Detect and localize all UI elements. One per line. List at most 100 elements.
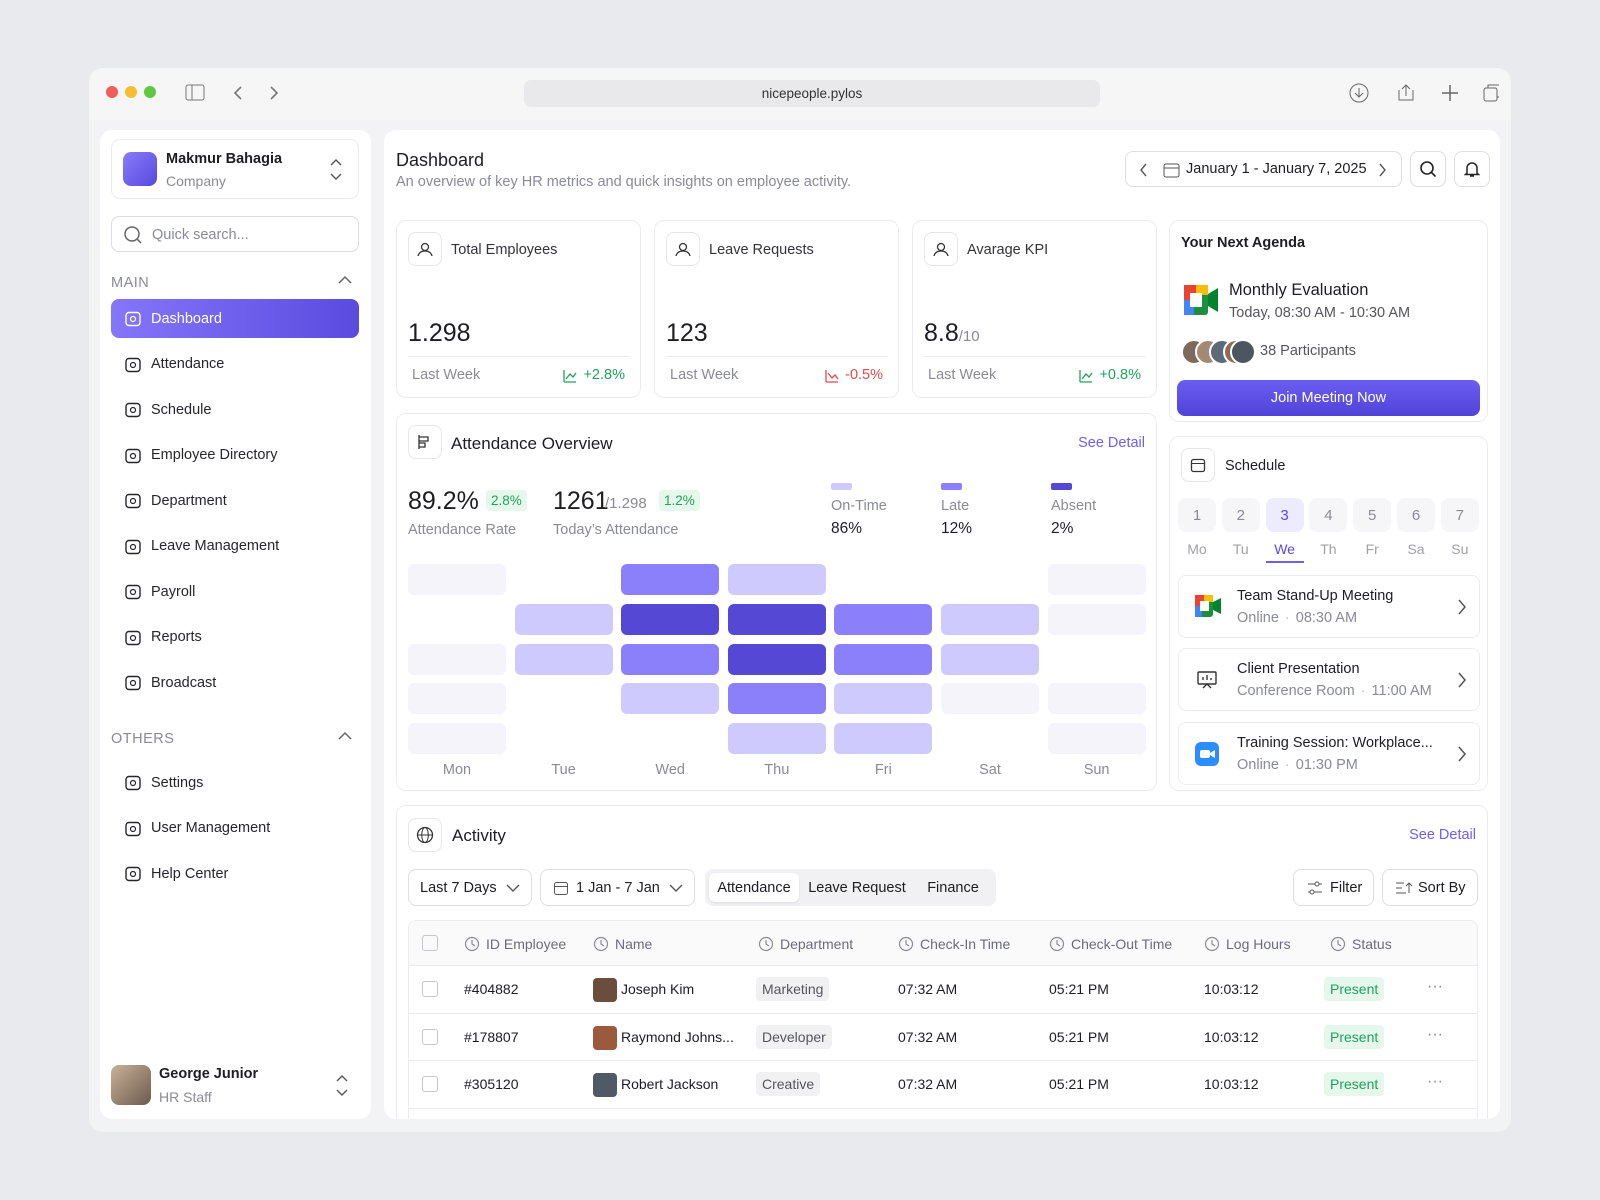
nav-item[interactable]: User Management <box>111 809 359 848</box>
card-title: Your Next Agenda <box>1181 235 1306 251</box>
event-title: Monthly Evaluation <box>1229 281 1369 299</box>
tab[interactable]: Attendance <box>709 873 799 902</box>
heatmap-cell <box>1048 644 1146 675</box>
window-controls <box>106 86 156 98</box>
employee-avatar <box>593 1025 617 1050</box>
employee-avatar <box>593 978 617 1002</box>
nav-item[interactable]: Settings <box>111 763 359 802</box>
metric-total: /1.298 <box>605 495 647 512</box>
nav-item[interactable]: Schedule <box>111 390 359 429</box>
day-label: Thu <box>764 762 790 778</box>
separator: · <box>1284 756 1290 773</box>
date-pill[interactable]: 2 <box>1221 498 1260 532</box>
date-pill[interactable]: 7 <box>1440 498 1479 532</box>
stat-period: Last Week <box>928 367 997 383</box>
search-button[interactable] <box>1410 151 1446 187</box>
filter-button[interactable]: Filter <box>1293 869 1374 906</box>
checkbox[interactable] <box>422 935 438 951</box>
table-row[interactable]: #178807 Raymond Johns... Developer 07:32 AM… <box>409 1014 1477 1061</box>
date-pill[interactable]: 1 <box>1178 498 1216 532</box>
row-menu[interactable]: ··· <box>1427 1073 1443 1090</box>
date-dropdown[interactable]: 1 Jan - 7 Jan <box>540 869 695 906</box>
browser-toolbar: nicepeople.pylos <box>89 68 1511 120</box>
date-range-picker[interactable]: January 1 - January 7, 2025 <box>1125 151 1402 187</box>
nav-label: Department <box>151 492 227 509</box>
nav-item[interactable]: Department <box>111 481 359 520</box>
heatmap-cell <box>408 564 506 595</box>
stat-value-row: 8.8/10 <box>924 319 980 348</box>
event-item[interactable]: Training Session: Workplace... Online · 01:… <box>1178 721 1480 785</box>
column-header: Status <box>1330 936 1392 952</box>
event-item[interactable]: Team Stand-Up Meeting Online · 08:30 AM <box>1178 575 1480 638</box>
stat-change: +2.8% <box>563 367 625 383</box>
url-bar[interactable]: nicepeople.pylos <box>524 80 1100 107</box>
date-pill[interactable]: 5 <box>1353 498 1392 532</box>
row-menu[interactable]: ··· <box>1427 978 1443 995</box>
date-pill[interactable]: 3 <box>1265 498 1304 532</box>
browser-actions[interactable] <box>1349 82 1499 106</box>
chevron <box>1457 745 1467 768</box>
nav-item[interactable]: Broadcast <box>111 663 359 702</box>
table-header: ID Employee Name Department Check-In Time Ch… <box>409 921 1477 966</box>
status-tag: Present <box>1324 1072 1385 1096</box>
nav-label: Help Center <box>151 865 229 882</box>
collapse-icon[interactable] <box>338 731 352 741</box>
nav-item[interactable]: Leave Management <box>111 527 359 566</box>
heatmap-cell <box>727 643 826 675</box>
period-dropdown[interactable]: Last 7 Days <box>408 869 532 906</box>
row-menu[interactable]: ··· <box>1427 1025 1443 1043</box>
heatmap-cell <box>621 723 719 754</box>
nav-item[interactable]: Payroll <box>111 572 359 611</box>
sort-button[interactable]: Sort By <box>1382 869 1478 906</box>
header-label: ID Employee <box>486 936 567 952</box>
heatmap-cell <box>834 603 933 635</box>
user-profile[interactable]: George Junior HR Staff <box>111 1062 359 1108</box>
nav-item[interactable]: Reports <box>111 618 359 657</box>
heatmap-cell <box>408 604 506 635</box>
metric-value: 1261 <box>553 487 609 515</box>
date-pill[interactable]: 6 <box>1397 498 1435 532</box>
checkbox[interactable] <box>422 1076 438 1092</box>
legend-label: On-Time <box>831 498 887 514</box>
company-logo <box>123 152 157 186</box>
search-box[interactable]: Quick search... <box>111 216 359 252</box>
see-detail-link[interactable]: See Detail <box>1078 435 1145 451</box>
nav-item[interactable]: Employee Directory <box>111 436 359 475</box>
tab[interactable]: Finance <box>927 879 979 896</box>
event-item[interactable]: Client Presentation Conference Room · 11:00… <box>1178 648 1480 712</box>
divider <box>408 356 630 357</box>
company-switcher[interactable]: Makmur Bahagia Company <box>111 139 359 199</box>
header-icon <box>758 936 774 955</box>
nav-label: Payroll <box>151 583 196 600</box>
nav-item[interactable]: Attendance <box>111 345 359 384</box>
heatmap-cell <box>515 723 613 754</box>
nav-item[interactable]: Help Center <box>111 854 359 893</box>
nav-item[interactable]: Dashboard <box>111 299 359 338</box>
tab[interactable]: Leave Request <box>808 879 906 896</box>
date-pill[interactable]: 4 <box>1309 498 1348 532</box>
header-icon <box>1204 936 1220 955</box>
metric-label: Today’s Attendance <box>553 522 679 538</box>
stat-change-value: +0.8% <box>1099 367 1141 383</box>
header-icon <box>1049 936 1065 955</box>
cell: #404882 <box>464 981 519 997</box>
separator: · <box>1360 683 1366 700</box>
weekday: Fr <box>1365 541 1379 557</box>
status-tag: Present <box>1324 977 1385 1001</box>
see-detail-link[interactable]: See Detail <box>1409 827 1476 843</box>
nav-buttons[interactable] <box>185 83 285 103</box>
stat-change-value: -0.5% <box>845 367 883 383</box>
notification-button[interactable] <box>1454 151 1490 187</box>
nav-label: Settings <box>151 774 204 791</box>
table-row[interactable]: #305120 Robert Jackson Creative 07:32 AM 05:… <box>409 1061 1477 1109</box>
legend-swatch <box>1051 483 1072 490</box>
join-button[interactable]: Join Meeting Now <box>1177 380 1480 416</box>
table-row[interactable]: #404882 Joseph Kim Marketing 07:32 AM 05:21 … <box>409 966 1477 1014</box>
checkbox[interactable] <box>422 981 438 997</box>
nav-label: Leave Management <box>151 538 280 554</box>
cell: 05:21 PM <box>1049 1028 1109 1045</box>
nav-label: Reports <box>151 629 202 645</box>
checkbox[interactable] <box>422 1028 438 1045</box>
collapse-icon[interactable] <box>338 275 352 285</box>
stat-value: 123 <box>666 319 708 347</box>
